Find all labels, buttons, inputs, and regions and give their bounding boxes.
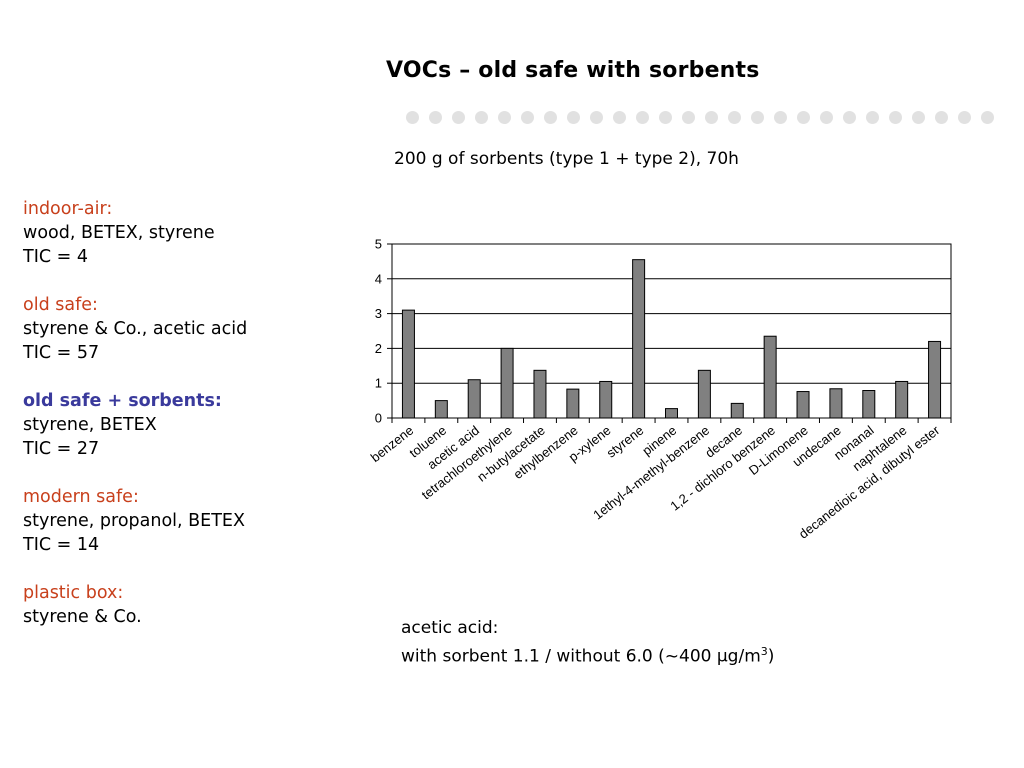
decorative-dot bbox=[521, 111, 534, 124]
x-tick-label: benzene bbox=[368, 423, 417, 466]
bar bbox=[599, 380, 613, 419]
bar bbox=[763, 335, 777, 419]
note-heading: acetic acid: bbox=[401, 618, 499, 638]
summary-line: styrene & Co., acetic acid bbox=[23, 319, 248, 339]
summary-line: TIC = 57 bbox=[23, 343, 100, 363]
bar bbox=[533, 369, 547, 419]
decorative-dot bbox=[452, 111, 465, 124]
decorative-dot bbox=[682, 111, 695, 124]
decorative-dot bbox=[935, 111, 948, 124]
decorative-dot bbox=[912, 111, 925, 124]
summary-line: styrene & Co. bbox=[23, 607, 142, 627]
summary-heading: old safe + sorbents: bbox=[23, 391, 222, 411]
summary-line: TIC = 27 bbox=[23, 439, 100, 459]
bar bbox=[632, 259, 646, 419]
summary-line: TIC = 14 bbox=[23, 535, 100, 555]
decorative-dot bbox=[889, 111, 902, 124]
summary-block: old safe: styrene & Co., acetic acid TIC =… bbox=[23, 293, 247, 365]
summary-line: styrene, BETEX bbox=[23, 415, 157, 435]
decorative-dot bbox=[429, 111, 442, 124]
decorative-dot bbox=[475, 111, 488, 124]
summary-line: styrene, propanol, BETEX bbox=[23, 511, 245, 531]
summary-block: indoor-air: wood, BETEX, styrene TIC = 4 bbox=[23, 197, 247, 269]
decorative-dot bbox=[728, 111, 741, 124]
chart-title: 200 g of sorbents (type 1 + type 2), 70h bbox=[394, 149, 739, 169]
bar bbox=[796, 391, 810, 419]
decorative-dot bbox=[958, 111, 971, 124]
note-detail: with sorbent 1.1 / without 6.0 (~400 µg/… bbox=[401, 645, 775, 667]
decorative-dot bbox=[567, 111, 580, 124]
y-tick-label: 3 bbox=[375, 306, 382, 321]
decorative-dot bbox=[590, 111, 603, 124]
bar bbox=[829, 388, 843, 419]
summary-block: plastic box: styrene & Co. bbox=[23, 581, 247, 629]
summary-panel: indoor-air: wood, BETEX, styrene TIC = 4 ol… bbox=[23, 197, 247, 653]
bar bbox=[467, 379, 481, 419]
summary-line: TIC = 4 bbox=[23, 247, 88, 267]
bar bbox=[730, 402, 744, 419]
acetic-acid-note: acetic acid: with sorbent 1.1 / without … bbox=[401, 616, 774, 669]
bar bbox=[665, 408, 678, 419]
bar bbox=[862, 390, 876, 419]
decorative-dot bbox=[659, 111, 672, 124]
decorative-dot bbox=[866, 111, 879, 124]
decorative-dot bbox=[406, 111, 419, 124]
decorative-dot bbox=[843, 111, 856, 124]
decorative-dot bbox=[820, 111, 833, 124]
bar bbox=[434, 400, 448, 419]
decorative-dot bbox=[498, 111, 511, 124]
summary-line: wood, BETEX, styrene bbox=[23, 223, 215, 243]
y-tick-label: 0 bbox=[375, 411, 382, 426]
decorative-dot bbox=[705, 111, 718, 124]
summary-heading: plastic box: bbox=[23, 583, 124, 603]
x-tick-label: styrene bbox=[604, 423, 647, 461]
decorative-dot bbox=[544, 111, 557, 124]
decorative-dot bbox=[981, 111, 994, 124]
decorative-dot bbox=[613, 111, 626, 124]
summary-heading: old safe: bbox=[23, 295, 98, 315]
slide-title: VOCs – old safe with sorbents bbox=[386, 58, 760, 83]
decorative-dot-row bbox=[406, 111, 994, 124]
bar bbox=[500, 347, 514, 419]
decorative-dot bbox=[774, 111, 787, 124]
bar bbox=[928, 340, 942, 419]
summary-heading: indoor-air: bbox=[23, 199, 113, 219]
y-tick-label: 5 bbox=[375, 237, 382, 252]
bar bbox=[697, 369, 711, 419]
decorative-dot bbox=[797, 111, 810, 124]
bar bbox=[566, 388, 580, 419]
y-tick-label: 2 bbox=[375, 341, 382, 356]
y-tick-label: 1 bbox=[375, 376, 382, 391]
y-tick-label: 4 bbox=[375, 271, 382, 286]
summary-heading: modern safe: bbox=[23, 487, 139, 507]
bar bbox=[401, 309, 415, 419]
bar bbox=[895, 380, 909, 419]
summary-block: old safe + sorbents: styrene, BETEX TIC = … bbox=[23, 389, 247, 461]
decorative-dot bbox=[636, 111, 649, 124]
decorative-dot bbox=[751, 111, 764, 124]
summary-block: modern safe: styrene, propanol, BETEX TIC … bbox=[23, 485, 247, 557]
